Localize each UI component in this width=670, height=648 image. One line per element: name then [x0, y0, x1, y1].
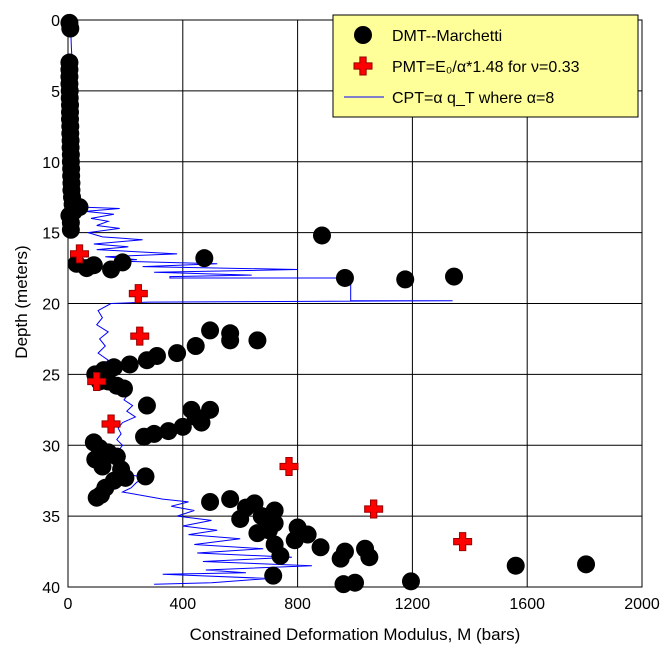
dmt-point [159, 422, 178, 441]
pmt-point [364, 499, 384, 519]
dmt-point [346, 573, 364, 592]
dmt-point [201, 492, 220, 511]
y-tick-label: 35 [42, 509, 60, 526]
y-tick-label: 5 [51, 84, 60, 101]
dmt-point [168, 344, 187, 363]
pmt-point [128, 284, 148, 304]
dmt-point [192, 413, 211, 432]
x-tick-label: 1200 [395, 596, 431, 613]
dmt-point [312, 226, 331, 245]
legend: DMT--Marchetti PMT=E₀/α*1.48 for ν=0.33 CP… [332, 14, 639, 118]
dmt-point [506, 556, 525, 575]
dmt-point [93, 457, 112, 476]
x-tick-label: 0 [64, 596, 73, 613]
y-tick-label: 0 [51, 13, 60, 30]
dmt-point [331, 549, 350, 568]
x-tick-label: 400 [169, 596, 196, 613]
y-tick-label: 30 [42, 438, 60, 455]
dmt-point [114, 379, 133, 398]
dmt-point [445, 267, 464, 286]
y-tick-label: 15 [42, 226, 60, 243]
dmt-point [87, 488, 106, 507]
legend-dmt-marker [354, 26, 372, 44]
dmt-point [135, 427, 154, 446]
dmt-point [201, 321, 220, 340]
dmt-point [271, 546, 290, 565]
dmt-point [173, 417, 192, 436]
dmt-point [120, 355, 139, 374]
tick-labels: 0 400 800 1200 1600 2000 0 5 10 15 20 25 30 35 40 [42, 13, 660, 613]
y-axis-title: Depth (meters) [12, 245, 31, 358]
dmt-point [113, 253, 132, 272]
legend-label: PMT=E₀/α*1.48 for ν=0.33 [392, 59, 580, 76]
y-tick-label: 20 [42, 297, 60, 314]
pmt-point [69, 244, 89, 264]
dmt-point [248, 524, 267, 543]
dmt-point [137, 351, 156, 370]
y-tick-label: 40 [42, 580, 60, 597]
dmt-point [61, 220, 80, 239]
pmt-point [279, 457, 299, 477]
y-tick-label: 10 [42, 155, 60, 172]
x-tick-label: 2000 [624, 596, 660, 613]
dmt-point [136, 467, 155, 486]
dmt-point [311, 538, 330, 557]
dmt-point [248, 331, 267, 350]
legend-label: CPT=α q_T where α=8 [392, 90, 554, 107]
series-layer [60, 13, 596, 594]
dmt-point [221, 331, 240, 350]
dmt-point [231, 509, 250, 528]
pmt-point [87, 371, 107, 391]
dmt-point [221, 490, 240, 509]
dmt-point [264, 566, 283, 585]
dmt-point [401, 572, 420, 591]
dmt-point [577, 555, 596, 574]
legend-pmt-marker [353, 56, 373, 76]
dmt-point [335, 268, 354, 287]
cpt-line [68, 19, 453, 585]
x-tick-label: 800 [284, 596, 311, 613]
dmt-point [186, 337, 205, 356]
dmt-point [285, 531, 304, 550]
dmt-point [195, 249, 214, 268]
dmt-point [201, 400, 220, 419]
x-tick-label: 1600 [509, 596, 545, 613]
pmt-point [453, 532, 473, 552]
x-axis-title: Constrained Deformation Modulus, M (bars… [190, 625, 521, 644]
dmt-point [396, 270, 415, 289]
y-tick-label: 25 [42, 367, 60, 384]
dmt-point [84, 256, 103, 275]
legend-box [332, 14, 639, 118]
dmt-point [61, 19, 80, 38]
dmt-point [360, 548, 379, 567]
pmt-point [130, 326, 150, 346]
pmt-point [101, 414, 121, 434]
dmt-point [137, 396, 156, 415]
legend-label: DMT--Marchetti [392, 28, 502, 45]
